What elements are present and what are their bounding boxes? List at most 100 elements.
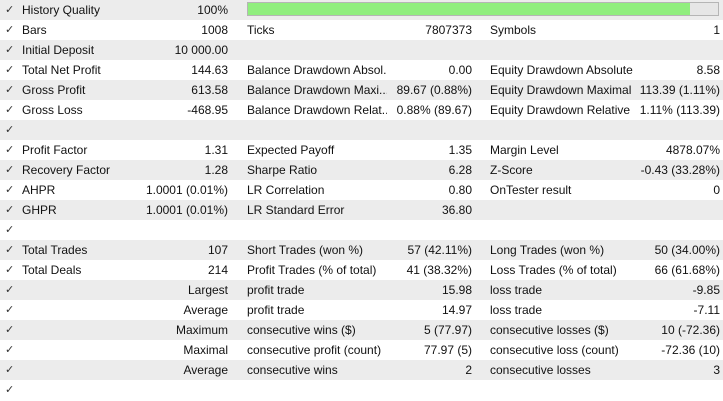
stat-value-col2: 36.80 (441, 203, 472, 217)
stat-value-col3: 10 (-72.36) (661, 323, 720, 337)
stat-value-col3: 0 (713, 183, 720, 197)
stats-row[interactable]: ✓ Profit Factor 1.31 Expected Payoff 1.35 Mar… (0, 140, 723, 160)
stats-row[interactable]: ✓ (0, 220, 723, 240)
stat-label-col1: Recovery Factor (22, 163, 111, 177)
stat-label-col2: consecutive wins (247, 363, 338, 377)
stat-value-col1: 1.0001 (0.01%) (145, 183, 228, 197)
history-quality-label: History Quality (22, 3, 101, 17)
stat-value-col3: 66 (61.68%) (654, 263, 720, 277)
stat-value-col3: -72.36 (10) (661, 343, 720, 357)
stat-label-col1: AHPR (22, 183, 56, 197)
row-check-icon: ✓ (5, 44, 15, 56)
stat-value-col3 (600, 120, 720, 140)
stat-label-col1: Total Trades (22, 243, 88, 257)
stats-row[interactable]: ✓ Initial Deposit 10 000.00 (0, 40, 723, 60)
stat-label-col3: Equity Drawdown Relative (490, 103, 631, 117)
stat-value-col1: 10 000.00 (174, 43, 228, 57)
stat-value-col1: 613.58 (191, 83, 228, 97)
stat-label-col2: profit trade (247, 303, 305, 317)
stat-value-col2 (387, 40, 472, 60)
stats-row[interactable]: ✓ Maximum consecutive wins ($) 5 (77.97) con… (0, 320, 723, 340)
stat-label-col2: consecutive profit (count) (247, 343, 382, 357)
stat-label-col2 (247, 40, 387, 60)
stat-value-col3: 3 (713, 363, 720, 377)
stats-row[interactable]: ✓ GHPR 1.0001 (0.01%) LR Standard Error 36.8… (0, 200, 723, 220)
stat-value-col1: Maximum (175, 323, 228, 337)
stats-row[interactable]: ✓ Bars 1008 Ticks 7807373 Symbols 1 (0, 20, 723, 40)
stat-label-col2 (247, 120, 387, 140)
stat-value-col2: 57 (42.11%) (407, 243, 472, 257)
stat-value-col2: 2 (465, 363, 472, 377)
stat-label-col2: Expected Payoff (247, 143, 335, 157)
stat-label-col2: profit trade (247, 283, 305, 297)
stat-label-col2: Sharpe Ratio (247, 163, 318, 177)
stats-row[interactable]: ✓ (0, 380, 723, 400)
stat-value-col1: Average (183, 363, 228, 377)
stat-value-col3: 8.58 (696, 63, 720, 77)
history-quality-bar-remainder (689, 3, 718, 15)
stats-row[interactable]: ✓ Gross Profit 613.58 Balance Drawdown Maxi… (0, 80, 723, 100)
stat-label-col3: OnTester result (490, 183, 572, 197)
stat-label-col2 (247, 220, 387, 240)
row-check-icon: ✓ (5, 204, 15, 216)
stat-label-col3: Z-Score (490, 163, 533, 177)
stat-label-col1: Bars (22, 23, 47, 37)
stat-label-col2: Ticks (247, 23, 275, 37)
stat-label-col3: Margin Level (490, 143, 559, 157)
stat-value-col1: 1.0001 (0.01%) (145, 203, 228, 217)
stat-label-col3: Equity Drawdown Maximal (490, 83, 632, 97)
stat-value-col2: 0.80 (448, 183, 472, 197)
stat-label-col3: Equity Drawdown Absolute (490, 63, 633, 77)
row-check-icon: ✓ (5, 24, 15, 36)
stats-row[interactable]: ✓ (0, 120, 723, 140)
row-check-icon: ✓ (5, 284, 15, 296)
stat-value-col1: 214 (207, 263, 228, 277)
row-check-icon: ✓ (5, 104, 15, 116)
history-quality-bar (247, 2, 719, 16)
stat-value-col1 (122, 120, 228, 140)
row-check-icon: ✓ (5, 244, 15, 256)
stat-label-col2: LR Correlation (247, 183, 325, 197)
stat-label-col3: consecutive losses (490, 363, 591, 377)
stat-value-col3 (600, 200, 720, 220)
stat-value-col3: 4878.07% (665, 143, 720, 157)
stat-label-col2: consecutive wins ($) (247, 323, 356, 337)
stats-row[interactable]: ✓ Gross Loss -468.95 Balance Drawdown Relat… (0, 100, 723, 120)
stats-row[interactable]: ✓ Largest profit trade 15.98 loss trade -9.85 (0, 280, 723, 300)
stats-row[interactable]: ✓ Average profit trade 14.97 loss trade -7.11 (0, 300, 723, 320)
stat-value-col3 (600, 220, 720, 240)
row-check-icon: ✓ (5, 184, 15, 196)
stat-label-col2: Balance Drawdown Maxi... (247, 83, 387, 97)
stat-value-col1: Maximal (183, 343, 228, 357)
stats-row[interactable]: ✓ Total Trades 107 Short Trades (won %) 57 (… (0, 240, 723, 260)
history-quality-row[interactable]: ✓ History Quality 100% (0, 0, 723, 20)
stat-label-col2 (247, 380, 387, 400)
stats-row[interactable]: ✓ Total Net Profit 144.63 Balance Drawdown … (0, 60, 723, 80)
stats-row[interactable]: ✓ AHPR 1.0001 (0.01%) LR Correlation 0.80 OnT… (0, 180, 723, 200)
stat-value-col2: 5 (77.97) (423, 323, 472, 337)
stat-value-col2: 89.67 (0.88%) (396, 83, 472, 97)
stat-value-col3: 1 (713, 23, 720, 37)
stat-value-col2: 7807373 (425, 23, 472, 37)
stat-value-col1: 1.28 (204, 163, 228, 177)
stat-value-col2: 15.98 (441, 283, 472, 297)
stats-row[interactable]: ✓ Average consecutive wins 2 consecutive los… (0, 360, 723, 380)
stat-value-col3: -0.43 (33.28%) (640, 163, 720, 177)
stat-value-col3: 1.11% (113.39) (639, 103, 720, 117)
stat-value-col1: 144.63 (191, 63, 228, 77)
stat-label-col3: consecutive losses ($) (490, 323, 609, 337)
stat-label-col3: Symbols (490, 23, 537, 37)
row-check-icon: ✓ (5, 364, 15, 376)
stat-label-col1: Gross Profit (22, 83, 86, 97)
stats-row[interactable]: ✓ Recovery Factor 1.28 Sharpe Ratio 6.28 Z-Sc… (0, 160, 723, 180)
stat-label-col1: Gross Loss (22, 103, 83, 117)
stat-value-col3: -7.11 (693, 303, 720, 317)
row-check-icon: ✓ (5, 264, 15, 276)
row-check-icon: ✓ (5, 124, 15, 136)
row-check-icon: ✓ (5, 324, 15, 336)
row-check-icon: ✓ (5, 84, 15, 96)
stat-value-col3: 113.39 (1.11%) (639, 83, 720, 97)
stats-row[interactable]: ✓ Total Deals 214 Profit Trades (% of total… (0, 260, 723, 280)
stats-row[interactable]: ✓ Maximal consecutive profit (count) 77.97 … (0, 340, 723, 360)
